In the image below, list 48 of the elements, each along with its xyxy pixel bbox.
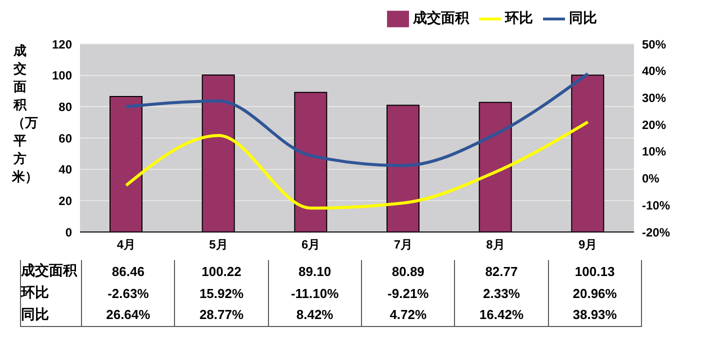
y-tick-label: 0: [65, 225, 72, 240]
data-label: 28.77%: [174, 304, 268, 326]
y2-tick-label: 50%: [642, 37, 666, 52]
data-label: 100.13: [548, 260, 642, 282]
y2-tick-label: 30%: [642, 90, 666, 105]
y2-tick-label: 10%: [642, 144, 666, 159]
data-label: 82.77: [454, 260, 548, 282]
y-tick-label: 100: [52, 68, 72, 83]
data-label: 86.46: [82, 260, 175, 282]
text: 成交面积: [21, 262, 77, 278]
x-tick-label: 6月: [301, 238, 320, 252]
legend-label: 环比: [505, 10, 533, 26]
y2-tick-label: 0%: [642, 172, 660, 186]
y2-tick-label: -10%: [642, 198, 670, 212]
y-tick-label: 120: [52, 37, 72, 52]
line-series: [124, 120, 590, 210]
data-label: 4.72%: [361, 304, 455, 326]
data-label: -11.10%: [268, 282, 362, 304]
data-label: 100.22: [174, 260, 268, 282]
legend-label: 同比: [569, 10, 597, 26]
y2-tick-label: -20%: [642, 225, 670, 240]
x-tick-label: 9月: [578, 238, 598, 252]
y2-tick-label: 20%: [642, 118, 666, 132]
text: 环比: [21, 284, 49, 300]
y-tick-label: 40: [58, 162, 72, 177]
data-label: -9.21%: [361, 282, 455, 304]
data-label: 80.89: [361, 260, 455, 282]
data-label: 20.96%: [548, 282, 642, 304]
x-tick-label: 4月: [116, 238, 136, 252]
data-label: 38.93%: [548, 304, 642, 326]
data-label: -2.63%: [82, 282, 175, 304]
data-label: 16.42%: [454, 304, 548, 326]
data-label: 8.42%: [268, 304, 362, 326]
y-tick-label: 20: [58, 194, 72, 208]
x-tick-label: 7月: [394, 238, 413, 252]
y-axis-title: 成交面积（万平方米）: [12, 42, 38, 186]
x-tick-label: 8月: [486, 238, 505, 252]
x-tick-label: 5月: [209, 238, 228, 252]
data-label: 89.10: [268, 260, 362, 282]
data-label: 26.64%: [82, 304, 175, 326]
y-tick-label: 80: [58, 100, 72, 114]
legend-label: 成交面积: [413, 10, 469, 26]
data-label: 2.33%: [454, 282, 548, 304]
y2-tick-label: 40%: [642, 64, 666, 78]
line-series: [124, 72, 590, 168]
data-label: 15.92%: [174, 282, 268, 304]
text: 同比: [21, 306, 49, 322]
y-tick-label: 60: [58, 131, 72, 146]
